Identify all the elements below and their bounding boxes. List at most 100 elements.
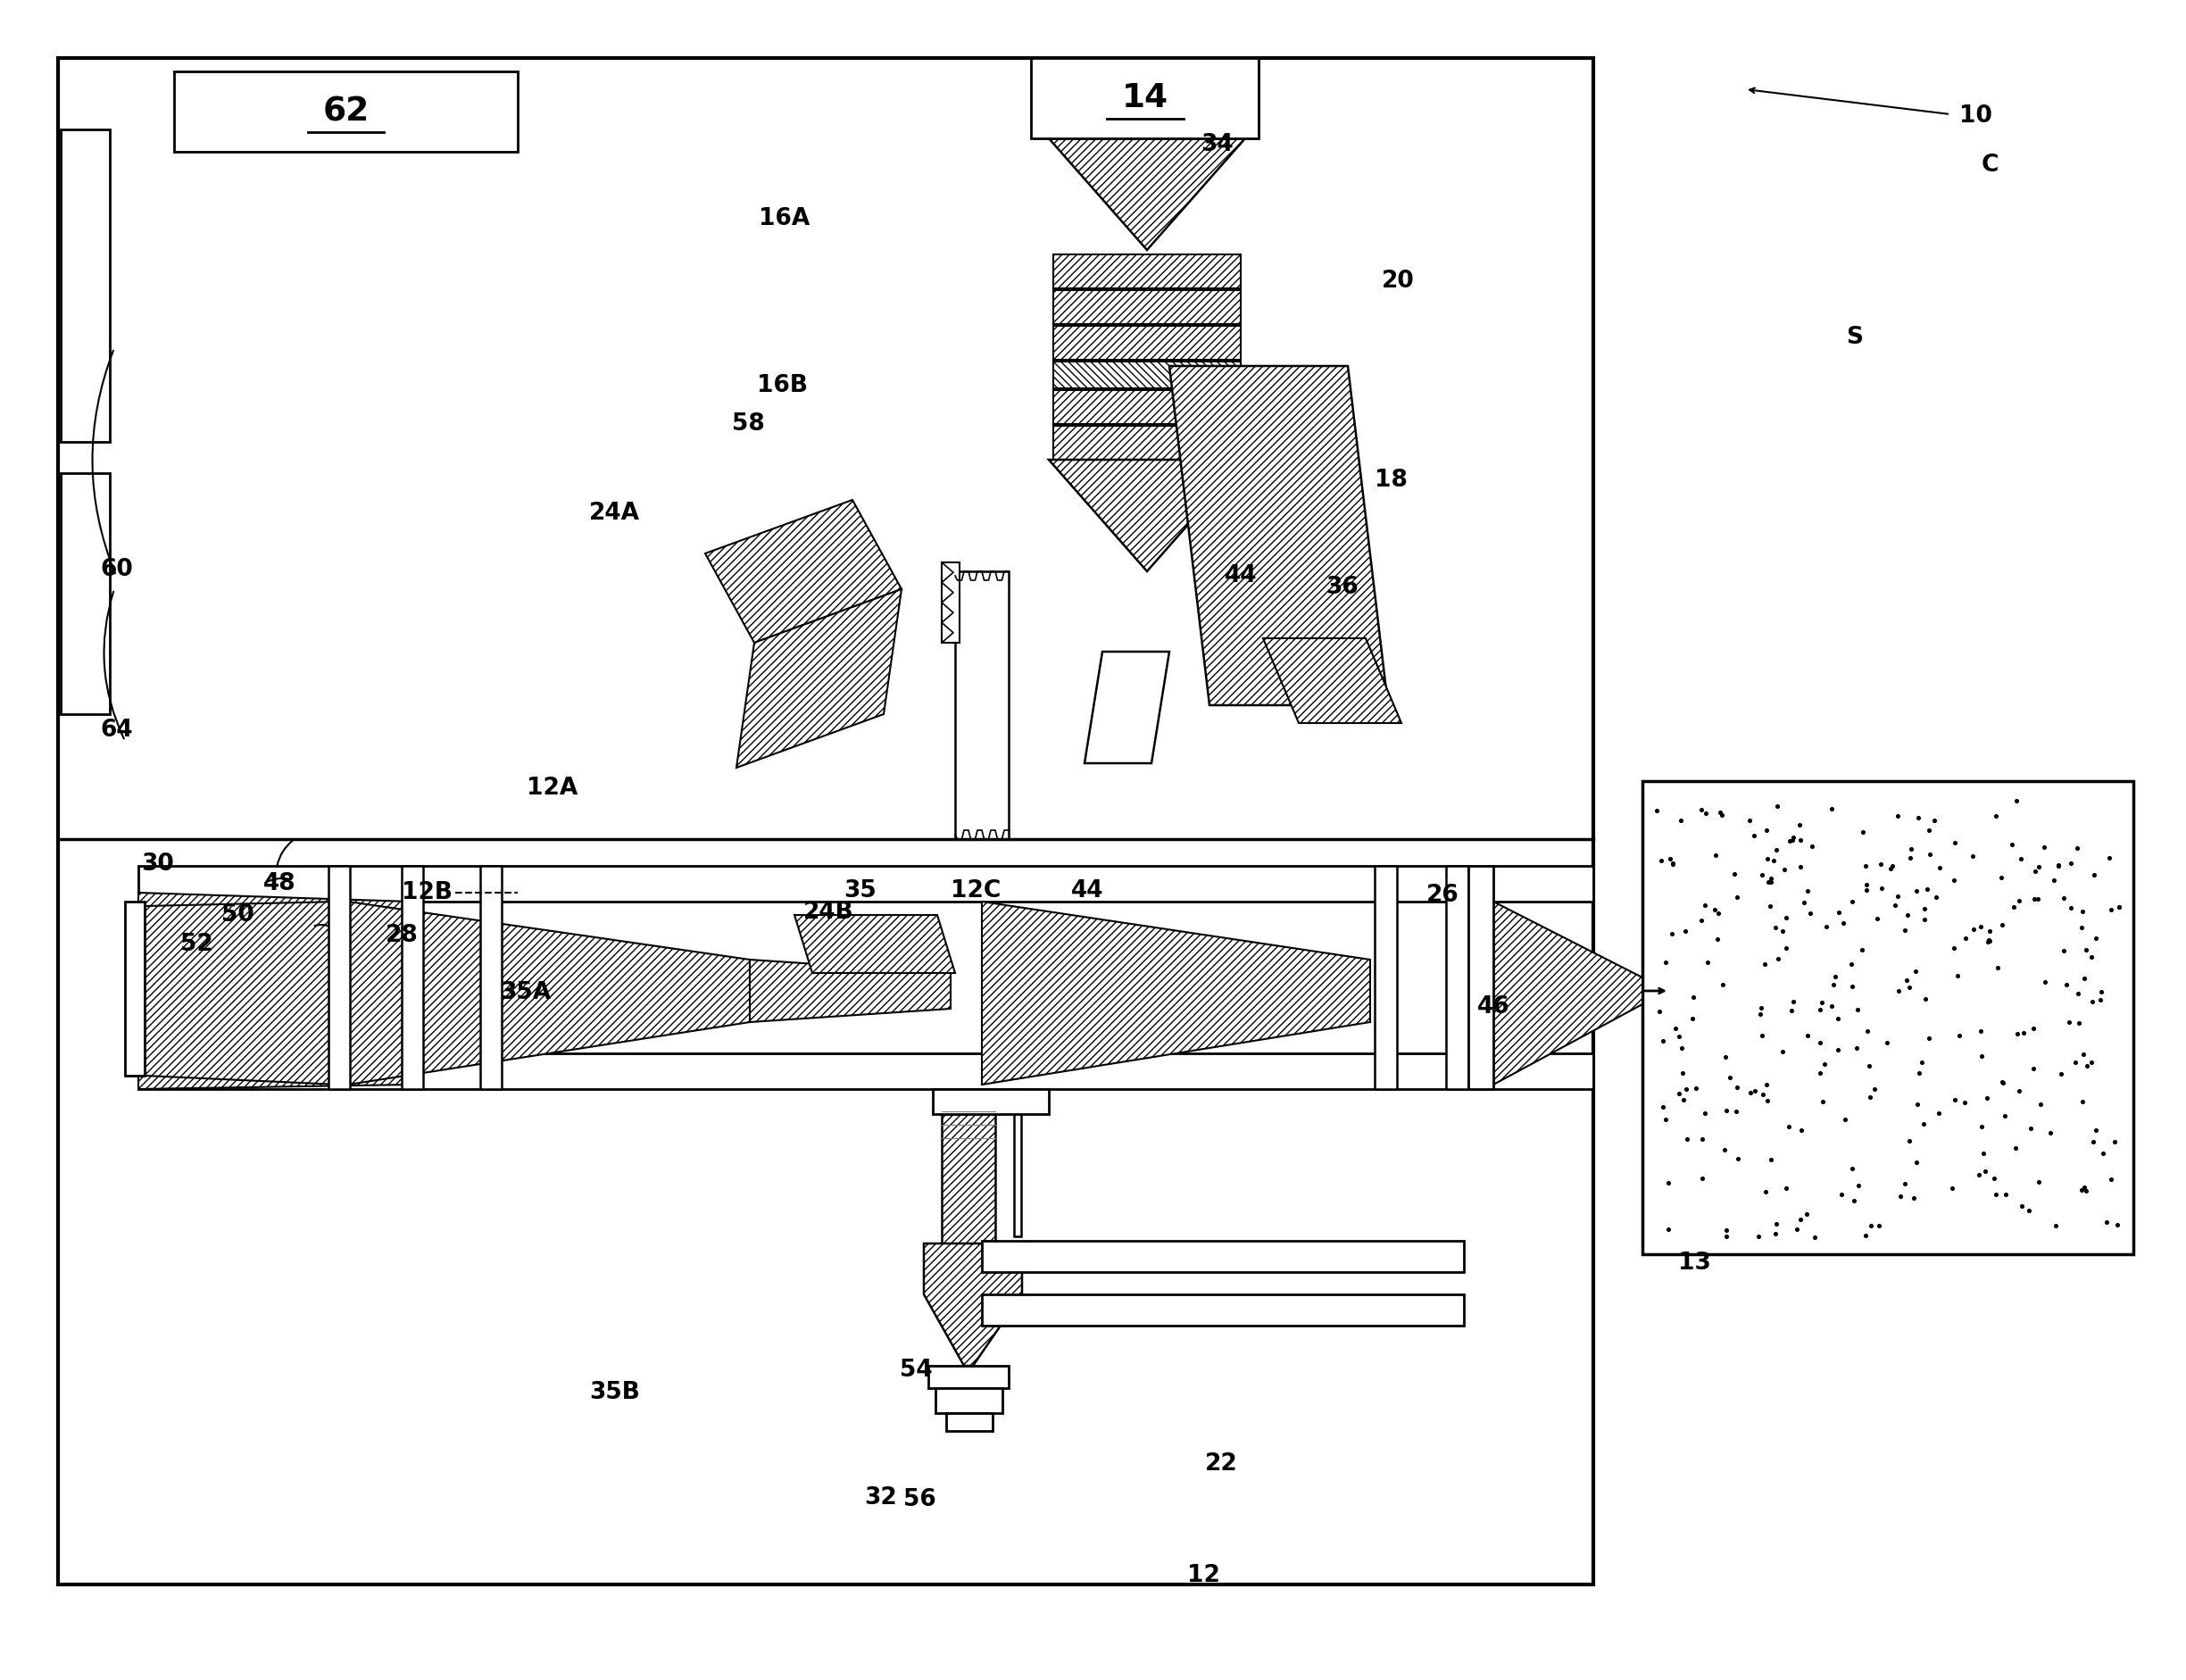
Point xyxy=(1987,1181,2022,1208)
Text: 62: 62 xyxy=(324,96,369,128)
Bar xyxy=(1054,425,1242,460)
Point xyxy=(1845,818,1880,845)
Point xyxy=(1937,867,1972,894)
Point xyxy=(2101,1211,2136,1238)
Point xyxy=(2018,885,2053,912)
Point xyxy=(1806,1089,1841,1116)
Polygon shape xyxy=(794,916,955,973)
Bar xyxy=(1054,390,1242,423)
Point xyxy=(1790,877,1825,904)
Polygon shape xyxy=(706,501,901,643)
Bar xyxy=(61,129,109,442)
Point xyxy=(1814,795,1849,822)
Point xyxy=(2068,1178,2103,1205)
Point xyxy=(1911,816,1946,843)
Point xyxy=(1983,864,2018,890)
Point xyxy=(1766,1038,1801,1065)
Point xyxy=(1709,1216,1744,1243)
Point xyxy=(1683,796,1718,823)
Point xyxy=(2022,1169,2057,1196)
Point xyxy=(1790,1021,1825,1048)
Point xyxy=(1906,906,1941,932)
Point xyxy=(1841,1171,1876,1198)
Point xyxy=(1703,800,1738,827)
Point xyxy=(2064,1176,2099,1203)
Point xyxy=(1690,949,1725,976)
Point xyxy=(1849,1018,1884,1045)
Point xyxy=(1716,860,1751,887)
Bar xyxy=(1054,326,1242,360)
Point xyxy=(1661,1080,1696,1107)
Text: S: S xyxy=(1845,326,1862,349)
Text: 48: 48 xyxy=(262,872,295,895)
Point xyxy=(2083,978,2118,1005)
Point xyxy=(1749,816,1784,843)
Point xyxy=(1764,917,1799,944)
Point xyxy=(2046,937,2081,964)
Point xyxy=(2015,1015,2050,1042)
Point xyxy=(1978,803,2013,830)
Point xyxy=(1668,917,1703,944)
Point xyxy=(1753,892,1788,919)
Text: 56: 56 xyxy=(903,1488,936,1512)
Point xyxy=(1685,1164,1720,1191)
Point xyxy=(1906,1110,1941,1137)
Point xyxy=(1817,963,1852,990)
Point xyxy=(1644,847,1679,874)
Point xyxy=(1782,811,1817,838)
Point xyxy=(1869,1030,1904,1057)
Point xyxy=(1852,1052,1887,1079)
Polygon shape xyxy=(1170,366,1388,706)
Bar xyxy=(955,571,1008,838)
Point xyxy=(2079,1117,2114,1144)
Point xyxy=(2077,1127,2112,1154)
Point xyxy=(2000,1020,2035,1047)
Bar xyxy=(402,865,424,1089)
Point xyxy=(1655,850,1690,877)
Point xyxy=(1742,1001,1777,1028)
Point xyxy=(1891,900,1926,927)
Point xyxy=(1666,1087,1701,1114)
Point xyxy=(1655,921,1690,948)
Text: 44: 44 xyxy=(1071,879,1104,902)
Text: 35B: 35B xyxy=(588,1381,640,1404)
Point xyxy=(1827,1105,1862,1132)
Text: 12: 12 xyxy=(1187,1564,1220,1588)
Point xyxy=(1803,1028,1838,1055)
Point xyxy=(1749,845,1784,872)
Point xyxy=(1768,904,1803,931)
Point xyxy=(1908,986,1943,1013)
Point xyxy=(1902,1058,1937,1085)
Point xyxy=(1913,840,1948,867)
Point xyxy=(1705,801,1740,828)
Text: 13: 13 xyxy=(1679,1252,1712,1275)
Point xyxy=(1889,1169,1924,1196)
Point xyxy=(2085,1139,2120,1166)
Bar xyxy=(1445,865,1469,1089)
Text: 30: 30 xyxy=(142,852,175,875)
Point xyxy=(2066,897,2101,924)
Point xyxy=(1797,1223,1832,1250)
Point xyxy=(1749,1072,1784,1099)
Point xyxy=(1917,806,1952,833)
Point xyxy=(1897,958,1932,984)
Point xyxy=(1657,1015,1692,1042)
Point xyxy=(1744,860,1779,887)
Point xyxy=(1985,912,2020,939)
Point xyxy=(2013,1114,2048,1141)
Text: 28: 28 xyxy=(385,924,418,948)
Text: 60: 60 xyxy=(101,558,133,581)
Point xyxy=(2066,1040,2101,1067)
Point xyxy=(1655,852,1690,879)
Point xyxy=(1858,1075,1893,1102)
Text: 20: 20 xyxy=(1382,269,1414,292)
Point xyxy=(2048,971,2083,998)
Point xyxy=(2042,852,2077,879)
Polygon shape xyxy=(1049,460,1246,571)
Point xyxy=(1760,837,1795,864)
Point xyxy=(1640,798,1674,825)
Point xyxy=(1889,968,1924,995)
Text: C: C xyxy=(1981,153,1998,176)
Point xyxy=(1978,1181,2013,1208)
Polygon shape xyxy=(982,902,1371,1085)
